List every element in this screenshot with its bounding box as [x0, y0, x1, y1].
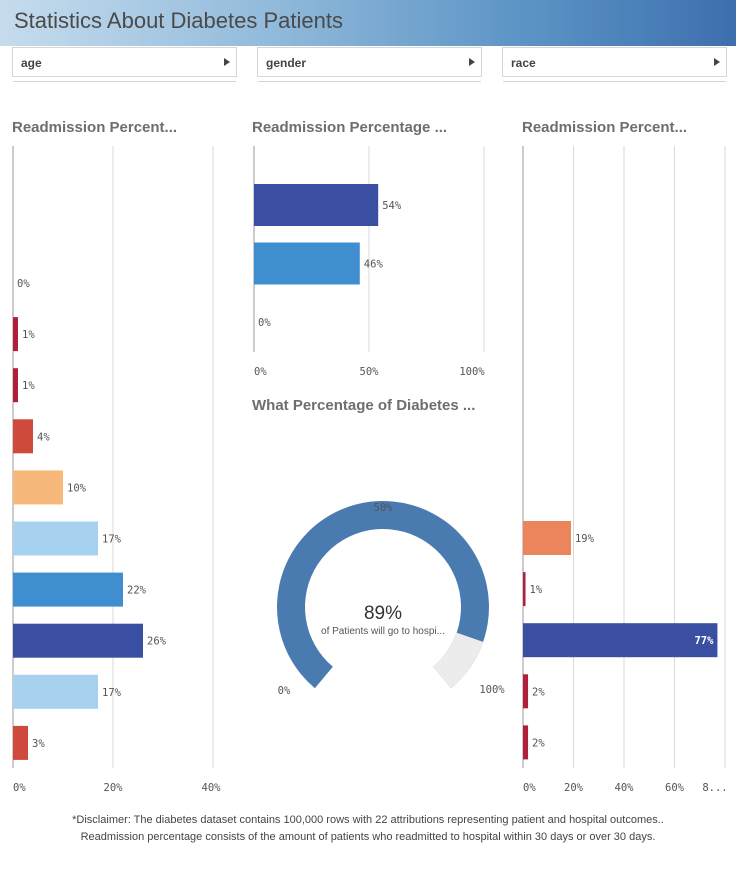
bar — [523, 725, 529, 760]
data-label: 0% — [258, 317, 271, 329]
data-label: 2% — [532, 686, 545, 698]
gauge-fill — [277, 500, 489, 689]
race-chart-title: Readmission Percent... — [522, 119, 688, 136]
data-label: 46% — [364, 259, 384, 271]
x-tick-label: 0% — [254, 366, 267, 378]
bar — [254, 184, 379, 226]
data-label: 1% — [22, 380, 35, 392]
data-label: 10% — [67, 482, 87, 494]
data-label: 54% — [382, 200, 402, 212]
gauge-mid-label: 50% — [374, 502, 394, 514]
filter-divider — [503, 81, 726, 82]
bar — [523, 674, 529, 709]
chevron-right-icon[interactable] — [469, 58, 475, 66]
data-label: 22% — [127, 585, 147, 597]
gauge-chart-title: What Percentage of Diabetes ... — [252, 397, 476, 414]
bar — [523, 572, 526, 607]
data-label: 17% — [102, 687, 122, 699]
gauge-track — [432, 632, 484, 689]
bar — [523, 521, 571, 555]
gauge-min-label: 0% — [278, 685, 291, 697]
chevron-right-icon[interactable] — [714, 58, 720, 66]
x-tick-label: 40% — [615, 782, 635, 794]
x-tick-label: 100% — [459, 366, 485, 378]
filter-divider — [13, 81, 236, 82]
bar — [13, 674, 98, 709]
disclaimer-line-1: *Disclaimer: The diabetes dataset contai… — [72, 814, 664, 826]
filter-gender-label: gender — [266, 56, 307, 70]
x-tick-label: 50% — [360, 366, 380, 378]
filter-race[interactable]: race — [502, 47, 727, 82]
data-label: 3% — [32, 738, 45, 750]
bar — [13, 419, 33, 454]
x-tick-label: 0% — [523, 782, 536, 794]
data-label: 77% — [694, 635, 714, 647]
gauge-caption: of Patients will go to hospi... — [321, 626, 445, 637]
x-tick-label: 20% — [564, 782, 584, 794]
data-label: 1% — [530, 584, 543, 596]
bar — [13, 368, 18, 403]
x-tick-label: 20% — [104, 782, 124, 794]
data-label: 19% — [575, 533, 595, 545]
data-label: 17% — [102, 534, 122, 546]
filter-gender[interactable]: gender — [257, 47, 482, 82]
disclaimer-line-2: Readmission percentage consists of the a… — [80, 831, 656, 843]
bar — [13, 572, 123, 607]
bar — [254, 242, 360, 285]
filter-age[interactable]: age — [12, 47, 237, 82]
data-label: 1% — [22, 329, 35, 341]
chevron-right-icon[interactable] — [224, 58, 230, 66]
x-tick-label: 0% — [13, 782, 26, 794]
filter-divider — [258, 81, 481, 82]
data-label: 4% — [37, 431, 50, 443]
gauge-value: 89% — [364, 603, 402, 624]
filter-age-label: age — [21, 56, 42, 70]
gauge-max-label: 100% — [479, 684, 505, 696]
header-banner: Statistics About Diabetes Patients — [0, 0, 736, 46]
x-tick-label: 40% — [202, 782, 222, 794]
bar — [13, 623, 143, 658]
data-label: 26% — [147, 636, 167, 648]
data-label: 2% — [532, 737, 545, 749]
x-tick-label: 60% — [665, 782, 685, 794]
bar — [13, 470, 63, 505]
gender-chart-title: Readmission Percentage ... — [252, 119, 448, 136]
filter-race-label: race — [511, 56, 536, 70]
bar — [13, 725, 28, 760]
bar — [13, 521, 98, 556]
age-chart-title: Readmission Percent... — [12, 119, 178, 136]
x-tick-label: 8... — [702, 782, 727, 794]
bar — [523, 623, 718, 658]
page-title: Statistics About Diabetes Patients — [14, 8, 343, 33]
data-label: 0% — [17, 278, 30, 290]
bar — [13, 317, 18, 352]
